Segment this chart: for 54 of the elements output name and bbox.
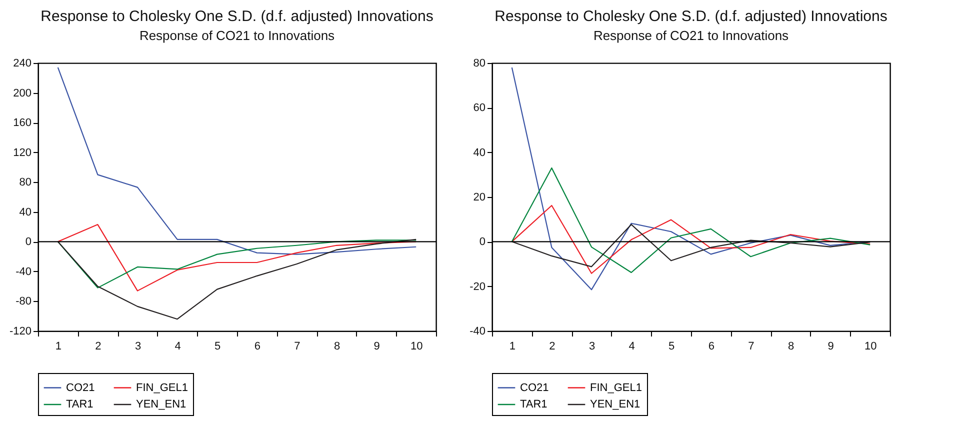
- x-tick-label: 4: [174, 340, 181, 352]
- x-tick-label: 3: [588, 340, 596, 352]
- line-series: [511, 167, 871, 274]
- line-series: [511, 224, 871, 268]
- line-series: [57, 66, 417, 255]
- y-tick-label: 160: [13, 117, 32, 130]
- chart-subtitle: Response of CO21 to Innovations: [139, 28, 336, 43]
- legend-label: FIN_GEL1: [590, 382, 642, 394]
- y-tick-label: 80: [19, 176, 32, 189]
- x-tick-label: 1: [55, 340, 62, 352]
- x-tick-label: 5: [668, 340, 675, 352]
- legend-label: CO21: [520, 382, 549, 394]
- y-tick-label: 20: [473, 192, 486, 204]
- legend-label: TAR1: [520, 398, 548, 410]
- x-tick-label: 4: [628, 340, 635, 352]
- x-tick-label: 9: [828, 340, 834, 352]
- y-tick-label: -20: [470, 280, 486, 293]
- x-tick-label: 5: [214, 340, 221, 352]
- x-tick-label: 2: [95, 340, 102, 352]
- y-tick-label: -40: [470, 326, 486, 338]
- y-tick-label: 0: [479, 236, 486, 248]
- x-tick-label: 10: [864, 340, 877, 352]
- legend-label: YEN_EN1: [136, 398, 186, 410]
- x-tick-label: 2: [549, 340, 556, 352]
- legend-label: YEN_EN1: [590, 398, 640, 410]
- y-tick-label: 40: [473, 146, 486, 159]
- y-tick-label: 200: [13, 87, 32, 100]
- chart-title: Response to Cholesky One S.D. (d.f. adjusted) Innovations: [494, 8, 888, 25]
- legend-label: CO21: [66, 382, 95, 394]
- y-tick-label: -120: [9, 326, 32, 338]
- x-tick-label: 9: [374, 340, 380, 352]
- y-tick-label: 0: [25, 236, 32, 248]
- chart-subtitle: Response of CO21 to Innovations: [593, 28, 790, 43]
- y-tick-label: 40: [19, 206, 32, 218]
- y-tick-label: 240: [13, 58, 32, 70]
- chart-title: Response to Cholesky One S.D. (d.f. adjusted) Innovations: [40, 8, 434, 25]
- y-tick-label: 120: [13, 146, 32, 159]
- line-series: [57, 238, 417, 320]
- x-tick-label: 6: [254, 340, 260, 352]
- y-tick-label: 60: [473, 102, 486, 114]
- legend-label: FIN_GEL1: [136, 382, 188, 394]
- x-tick-label: 6: [708, 340, 714, 352]
- x-tick-label: 8: [334, 340, 340, 352]
- legend-label: TAR1: [66, 398, 94, 410]
- y-tick-label: 80: [473, 58, 486, 70]
- x-tick-label: 8: [788, 340, 794, 352]
- line-series: [511, 204, 871, 274]
- y-tick-label: -80: [16, 296, 32, 308]
- x-tick-label: 7: [748, 340, 754, 352]
- x-tick-label: 3: [134, 340, 142, 352]
- y-tick-label: -40: [16, 266, 32, 278]
- x-tick-label: 1: [509, 340, 516, 352]
- x-tick-label: 10: [410, 340, 423, 352]
- x-tick-label: 7: [294, 340, 300, 352]
